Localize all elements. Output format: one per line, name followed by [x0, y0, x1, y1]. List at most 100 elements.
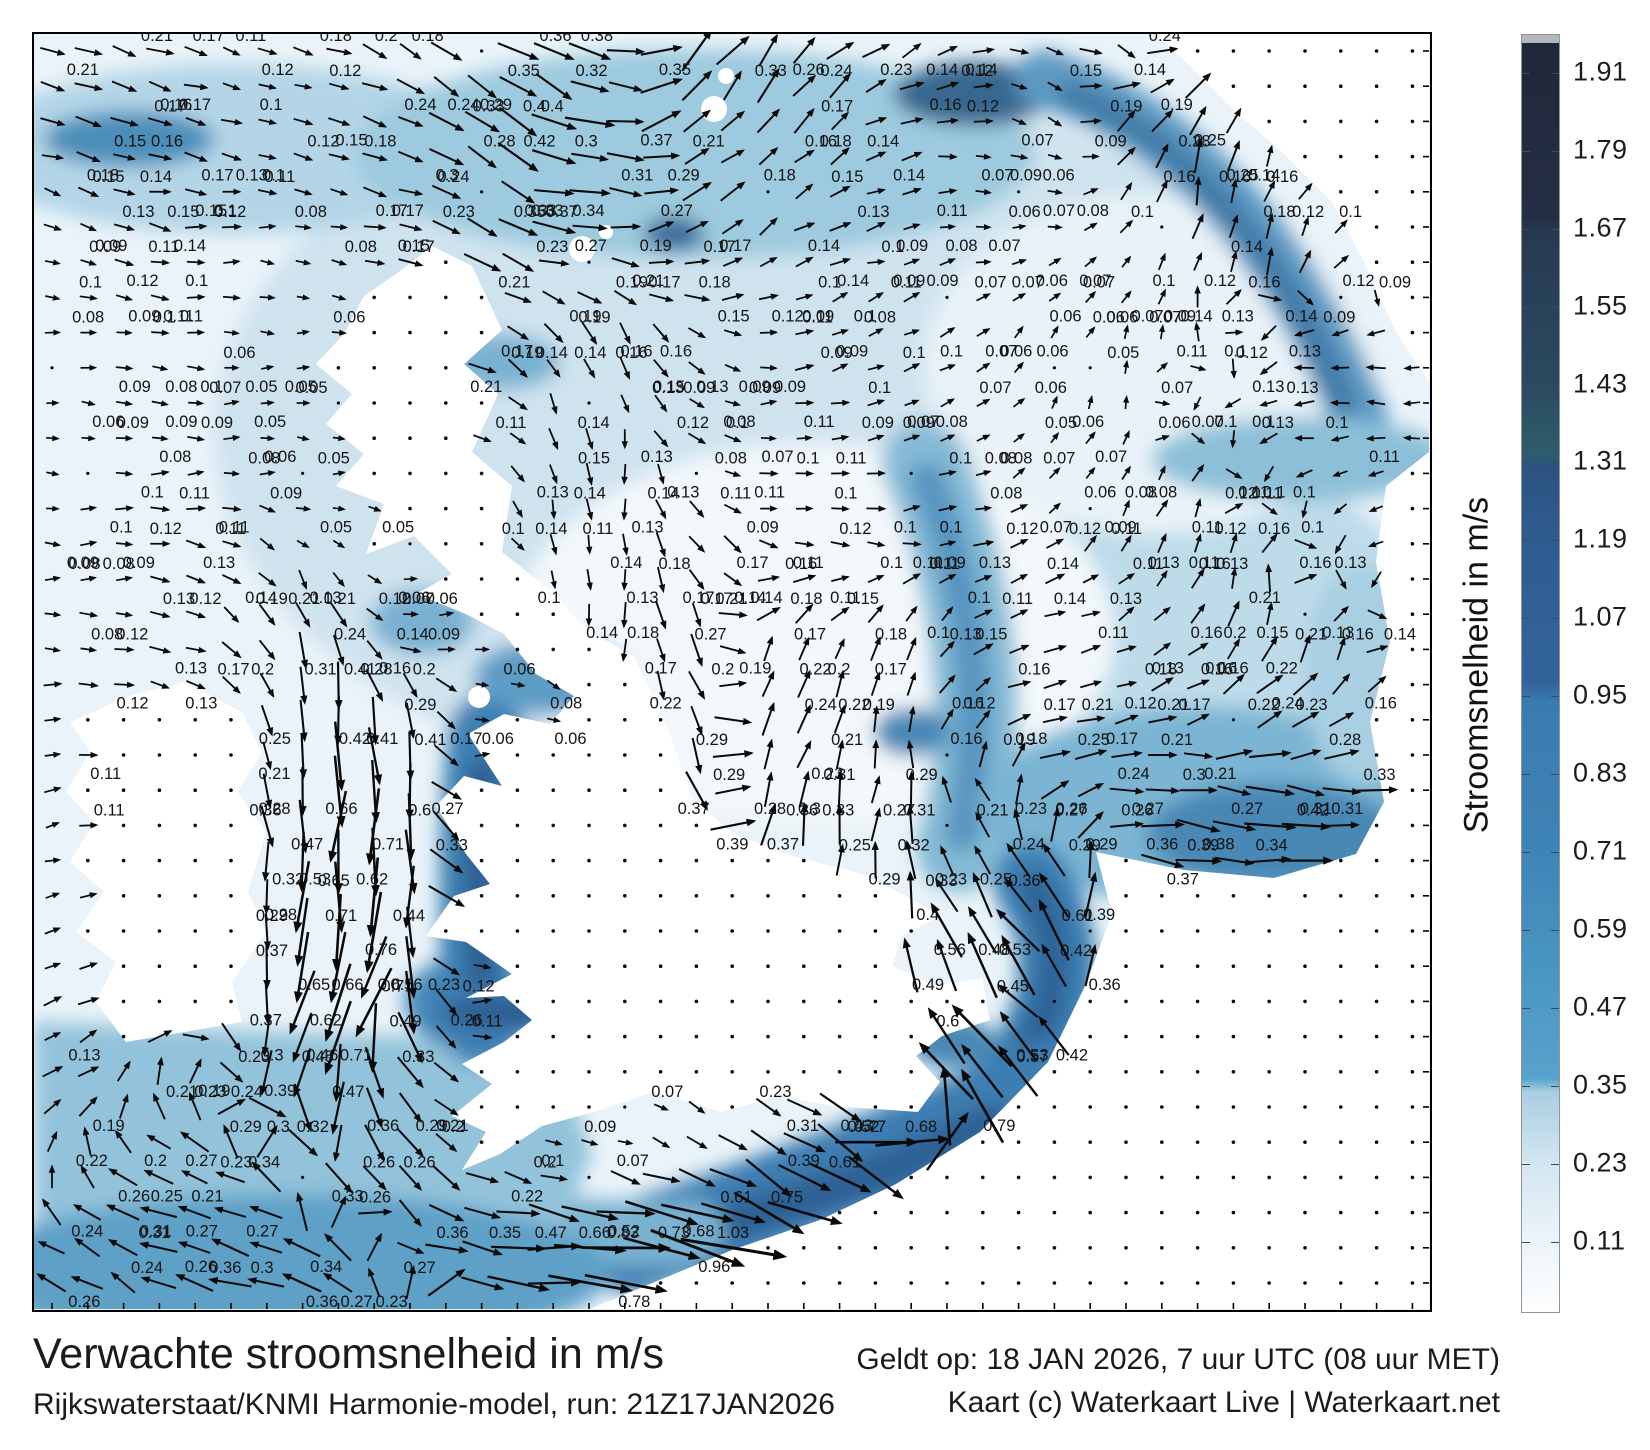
svg-text:0.07: 0.07	[402, 590, 434, 608]
colorbar-tick-label: 1.43	[1573, 367, 1628, 398]
svg-text:0.08: 0.08	[990, 485, 1022, 503]
svg-text:0.12: 0.12	[1204, 272, 1236, 290]
svg-text:0.15: 0.15	[847, 590, 879, 608]
svg-text:0.13: 0.13	[537, 483, 569, 501]
svg-text:0.42: 0.42	[1297, 801, 1329, 819]
svg-text:0.07: 0.07	[1132, 307, 1164, 325]
svg-text:0.09: 0.09	[123, 554, 155, 572]
svg-text:0.26: 0.26	[793, 61, 825, 79]
colorbar-tick-label: 1.91	[1573, 56, 1628, 87]
svg-text:0.15: 0.15	[1257, 624, 1289, 642]
svg-text:0.1: 0.1	[79, 273, 102, 291]
colorbar-tick	[1522, 852, 1530, 854]
svg-text:0.07: 0.07	[1012, 273, 1044, 291]
svg-text:0.08: 0.08	[1000, 449, 1032, 467]
svg-text:0.1: 0.1	[538, 589, 561, 607]
svg-text:0.28: 0.28	[265, 906, 297, 924]
svg-text:0.14: 0.14	[535, 520, 567, 538]
svg-text:0.21: 0.21	[67, 61, 99, 79]
svg-text:0.27: 0.27	[1231, 800, 1263, 818]
svg-text:0.41: 0.41	[414, 731, 446, 749]
svg-text:0.39: 0.39	[716, 835, 748, 853]
svg-text:0.3: 0.3	[436, 167, 459, 185]
land-masses	[66, 34, 1429, 1309]
svg-text:0.14: 0.14	[893, 167, 925, 185]
svg-text:0.16: 0.16	[615, 344, 647, 362]
svg-text:0.23: 0.23	[1015, 800, 1047, 818]
svg-text:0.12: 0.12	[1215, 520, 1247, 538]
svg-text:0.21: 0.21	[470, 378, 502, 396]
svg-text:0.83: 0.83	[607, 1224, 639, 1242]
svg-text:0.12: 0.12	[1006, 520, 1038, 538]
colorbar: 0.11 0.23 0.35 0.47 0.59 0.71 0.83 0.95 1.07 1.19…	[1521, 34, 1650, 1313]
svg-text:0.13: 0.13	[1216, 555, 1248, 573]
svg-text:0.11: 0.11	[804, 413, 835, 431]
svg-text:0.24: 0.24	[404, 96, 436, 114]
svg-text:0.14: 0.14	[397, 625, 429, 643]
svg-text:0.11: 0.11	[94, 801, 125, 819]
svg-text:0.15: 0.15	[831, 168, 863, 186]
svg-text:0.09: 0.09	[739, 378, 771, 396]
colorbar-tick	[1551, 384, 1559, 386]
map-title: Verwachte stroomsnelheid in m/s	[33, 1330, 664, 1378]
svg-text:0.08: 0.08	[295, 203, 327, 221]
svg-text:0.75: 0.75	[771, 1189, 803, 1207]
svg-text:0.36: 0.36	[539, 34, 571, 45]
svg-text:0.1: 0.1	[940, 343, 963, 361]
svg-text:0.07: 0.07	[1040, 519, 1072, 537]
svg-text:0.11: 0.11	[219, 519, 250, 537]
svg-text:0.19: 0.19	[578, 309, 610, 327]
colorbar-tick-label: 0.95	[1573, 679, 1628, 710]
svg-text:0.79: 0.79	[983, 1117, 1015, 1135]
svg-text:0.1: 0.1	[1252, 413, 1275, 431]
svg-text:0.07: 0.07	[988, 237, 1020, 255]
svg-text:0.39: 0.39	[1187, 837, 1219, 855]
svg-text:0.24: 0.24	[1272, 695, 1304, 713]
svg-text:0.17: 0.17	[794, 625, 826, 643]
svg-text:0.26: 0.26	[363, 1153, 395, 1171]
svg-text:0.66: 0.66	[332, 976, 364, 994]
svg-text:0.1: 0.1	[940, 519, 963, 537]
model-run-info: Rijkswaterstaat/KNMI Harmonie-model, run…	[33, 1388, 835, 1421]
svg-text:0.13: 0.13	[1110, 590, 1142, 608]
svg-text:0.19: 0.19	[1161, 96, 1193, 114]
svg-text:0.35: 0.35	[659, 61, 691, 79]
svg-text:0.12: 0.12	[329, 62, 361, 80]
svg-text:0.13: 0.13	[163, 590, 195, 608]
island-isle-of-man	[468, 686, 490, 708]
svg-text:0.15: 0.15	[114, 133, 146, 151]
svg-text:0.13: 0.13	[185, 695, 217, 713]
svg-text:0.07: 0.07	[1083, 273, 1115, 291]
svg-text:0.09: 0.09	[836, 343, 868, 361]
svg-text:0.27: 0.27	[186, 1223, 218, 1241]
svg-text:0.06: 0.06	[482, 730, 514, 748]
svg-text:0.13: 0.13	[1252, 378, 1284, 396]
svg-text:0.31: 0.31	[305, 661, 337, 679]
svg-text:0.14: 0.14	[578, 414, 610, 432]
svg-text:0.14: 0.14	[174, 237, 206, 255]
svg-text:0.13: 0.13	[122, 203, 154, 221]
svg-text:0.16: 0.16	[379, 659, 411, 677]
svg-text:0.53: 0.53	[999, 941, 1031, 959]
current-speed-labels: 0.210.21 0.17 0.110.120.18 0.2 0.18 0.36 0.380…	[67, 34, 1416, 1309]
svg-text:0.05: 0.05	[254, 413, 286, 431]
svg-text:0.11: 0.11	[913, 554, 944, 572]
svg-text:0.1: 0.1	[903, 344, 926, 362]
svg-text:0.06: 0.06	[398, 589, 430, 607]
svg-text:0.09: 0.09	[128, 307, 160, 325]
svg-text:0.42: 0.42	[339, 730, 371, 748]
svg-text:0.14: 0.14	[536, 344, 568, 362]
svg-text:0.21: 0.21	[141, 34, 173, 45]
svg-text:0.11: 0.11	[215, 520, 246, 538]
svg-text:0.37: 0.37	[1167, 871, 1199, 889]
svg-text:0.09: 0.09	[165, 413, 197, 431]
svg-text:0.35: 0.35	[514, 203, 546, 221]
svg-text:0.09: 0.09	[119, 378, 151, 396]
svg-text:0.13: 0.13	[632, 519, 664, 537]
svg-text:0.32: 0.32	[898, 837, 930, 855]
svg-text:0.1: 0.1	[1326, 414, 1349, 432]
colorbar-tick	[1522, 929, 1530, 931]
svg-text:0.16: 0.16	[952, 695, 984, 713]
svg-text:0.14: 0.14	[245, 589, 277, 607]
svg-text:0.1: 0.1	[854, 307, 877, 325]
